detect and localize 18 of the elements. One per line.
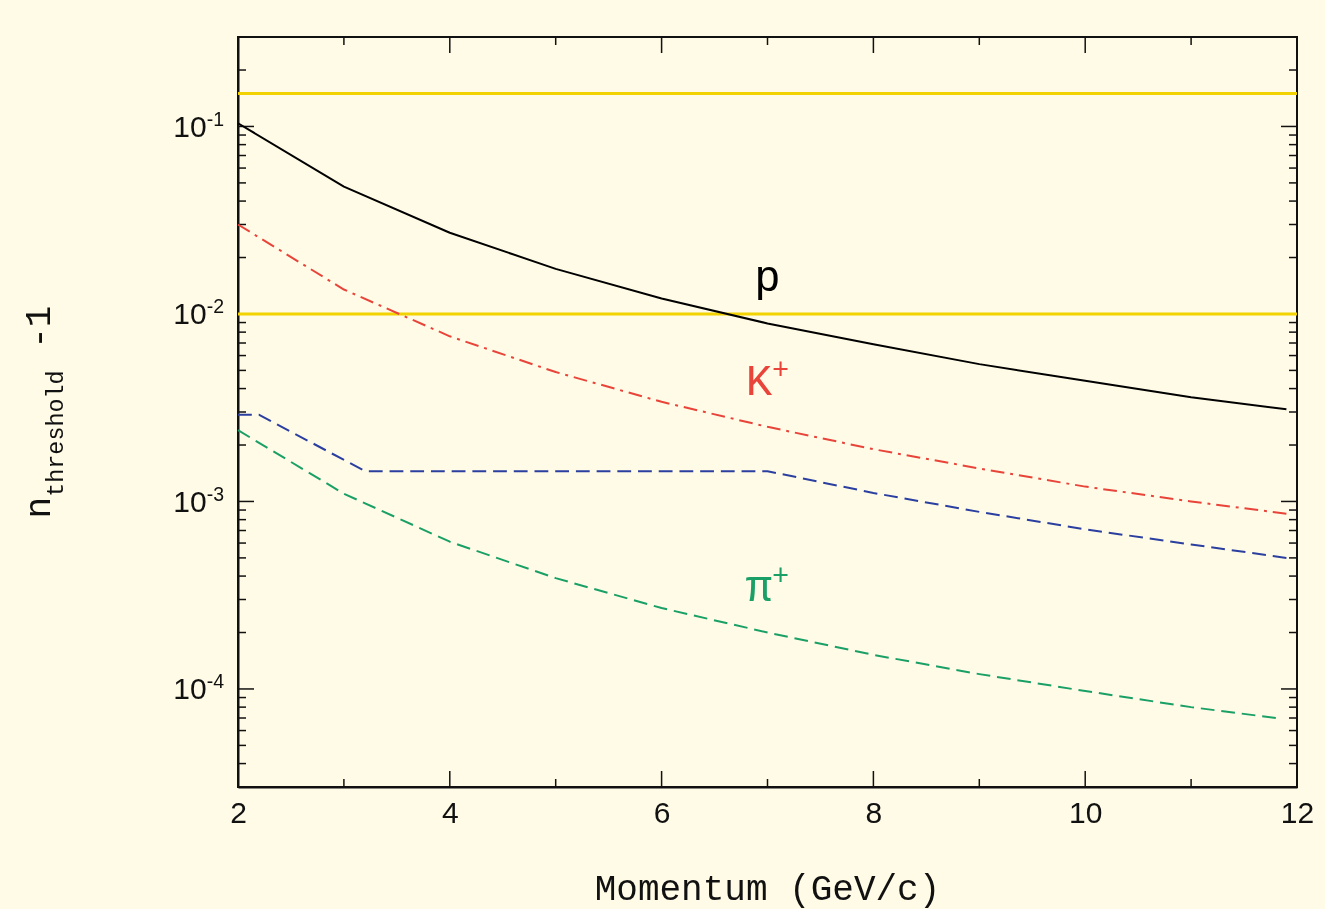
line-series: [237, 122, 1288, 411]
series-label: p: [754, 254, 781, 305]
line-series: [237, 429, 1277, 719]
x-tick-label: 6: [653, 796, 671, 829]
y-tick-label: 10$^{-4}$: [173, 670, 225, 706]
y-tick-label: 10$^{-3}$: [173, 482, 224, 518]
series-label: K$^{+}$: [745, 354, 790, 408]
x-tick-label: 10: [1069, 796, 1103, 829]
series-label: π$^{+}$: [745, 560, 790, 614]
y-tick-label: 10$^{-1}$: [173, 107, 224, 143]
x-tick-label: 2: [230, 796, 247, 829]
x-tick-label: 4: [441, 796, 459, 829]
line-series: [237, 223, 1288, 515]
line-series: [237, 413, 1288, 559]
x-tick-label: 8: [865, 796, 883, 829]
x-axis-title: Momentum (GeV/c): [594, 870, 941, 909]
x-tick-label: 12: [1280, 796, 1315, 829]
y-tick-label: 10$^{-2}$: [173, 295, 224, 331]
